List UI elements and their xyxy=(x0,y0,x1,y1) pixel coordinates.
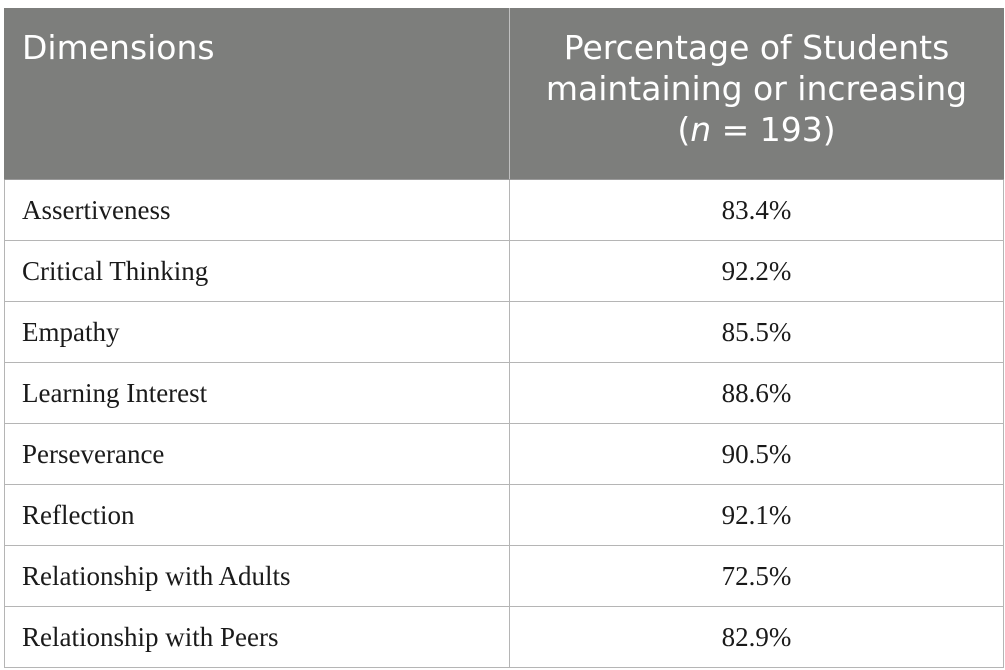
header-dimensions: Dimensions xyxy=(4,8,510,180)
table-row: Relationship with Peers 82.9% xyxy=(4,606,1004,668)
table-header: Dimensions Percentage of Students mainta… xyxy=(4,8,1004,180)
percentage-cell: 82.9% xyxy=(509,606,1004,668)
header-paren-open: ( xyxy=(677,110,691,149)
percentage-cell: 90.5% xyxy=(509,423,1004,485)
table-row: Critical Thinking 92.2% xyxy=(4,240,1004,302)
results-table: Dimensions Percentage of Students mainta… xyxy=(4,8,1004,668)
header-percentage: Percentage of Students maintaining or in… xyxy=(509,8,1004,180)
table-row: Assertiveness 83.4% xyxy=(4,179,1004,241)
percentage-cell: 72.5% xyxy=(509,545,1004,607)
percentage-cell: 92.1% xyxy=(509,484,1004,546)
table-body: Assertiveness 83.4% Critical Thinking 92… xyxy=(4,179,1004,668)
header-n-symbol: n xyxy=(690,110,712,149)
table-row: Relationship with Adults 72.5% xyxy=(4,545,1004,607)
dimension-cell: Critical Thinking xyxy=(4,240,510,302)
dimension-cell: Reflection xyxy=(4,484,510,546)
header-percentage-line2: maintaining or increasing xyxy=(545,69,968,108)
dimension-cell: Perseverance xyxy=(4,423,510,485)
percentage-cell: 88.6% xyxy=(509,362,1004,424)
dimension-cell: Relationship with Adults xyxy=(4,545,510,607)
header-n-value: = 193) xyxy=(711,110,836,149)
dimension-cell: Relationship with Peers xyxy=(4,606,510,668)
header-percentage-line1: Percentage of Students xyxy=(563,28,950,67)
percentage-cell: 85.5% xyxy=(509,301,1004,363)
table-row: Reflection 92.1% xyxy=(4,484,1004,546)
header-row: Dimensions Percentage of Students mainta… xyxy=(4,8,1004,180)
table-row: Learning Interest 88.6% xyxy=(4,362,1004,424)
dimension-cell: Assertiveness xyxy=(4,179,510,241)
dimension-cell: Empathy xyxy=(4,301,510,363)
dimension-cell: Learning Interest xyxy=(4,362,510,424)
percentage-cell: 83.4% xyxy=(509,179,1004,241)
header-percentage-line3: (n = 193) xyxy=(510,109,1003,150)
percentage-cell: 92.2% xyxy=(509,240,1004,302)
table-row: Perseverance 90.5% xyxy=(4,423,1004,485)
table-row: Empathy 85.5% xyxy=(4,301,1004,363)
